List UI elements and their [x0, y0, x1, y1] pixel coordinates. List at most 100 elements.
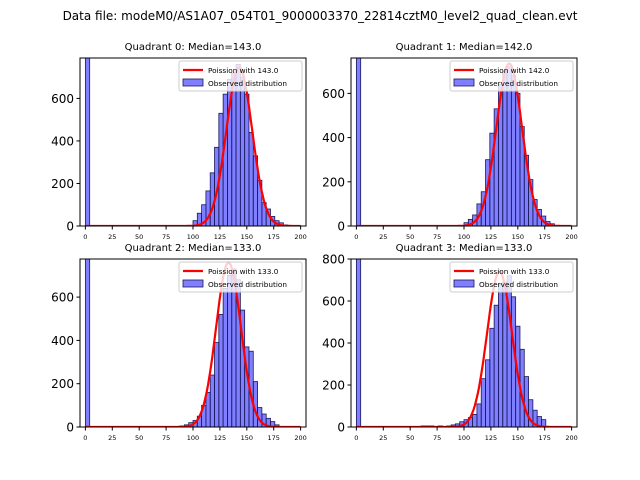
x-tick-label: 150 — [512, 233, 524, 241]
y-tick-label: 800 — [322, 253, 345, 267]
y-tick-label: 400 — [322, 131, 345, 145]
legend-patch-icon — [182, 279, 204, 288]
histogram-bar — [248, 132, 254, 226]
y-tick-label: 600 — [322, 295, 345, 309]
y-tick-label: 200 — [322, 379, 345, 393]
subplot-title: Quadrant 0: Median=143.0 — [125, 42, 262, 53]
x-tick-label: 200 — [565, 434, 577, 442]
y-tick-label: 400 — [322, 337, 345, 351]
x-tick-label: 50 — [135, 233, 143, 241]
x-tick-label: 150 — [241, 434, 253, 442]
subplot-title: Quadrant 3: Median=133.0 — [396, 243, 533, 254]
histogram-bar — [523, 376, 529, 427]
x-tick-label: 75 — [162, 233, 170, 241]
x-tick-label: 50 — [406, 434, 414, 442]
x-tick-label: 175 — [268, 434, 280, 442]
histogram-bar — [218, 314, 224, 427]
histogram-bar — [472, 413, 478, 427]
legend: Poission with 133.0 Observed distribution — [178, 261, 303, 293]
legend-label: Poission with 143.0 — [208, 66, 279, 75]
y-tick-label: 0 — [66, 220, 74, 234]
x-tick-label: 50 — [406, 233, 414, 241]
poisson-curve — [85, 261, 301, 427]
histogram-bar — [222, 93, 228, 226]
histogram-bar — [84, 259, 91, 427]
histogram-bar — [227, 275, 233, 427]
histogram-bar — [502, 281, 508, 427]
x-tick-label: 125 — [214, 434, 226, 442]
x-tick-label: 175 — [539, 233, 551, 241]
x-tick-label: 75 — [433, 434, 441, 442]
x-tick-label: 75 — [433, 233, 441, 241]
histogram-bar — [214, 342, 220, 427]
x-tick-label: 25 — [379, 434, 387, 442]
histogram-bar — [355, 259, 362, 427]
legend-patch-icon — [453, 78, 475, 87]
legend-label: Observed distribution — [479, 280, 558, 289]
y-tick-label: 0 — [337, 220, 345, 234]
legend-label: Poission with 142.0 — [479, 66, 550, 75]
y-tick-label: 200 — [51, 177, 74, 191]
histogram-bar — [502, 70, 508, 226]
y-tick-label: 600 — [51, 92, 74, 106]
x-tick-label: 100 — [458, 233, 470, 241]
subplot-title: Quadrant 1: Median=142.0 — [396, 42, 533, 53]
subplot-title: Quadrant 2: Median=133.0 — [125, 243, 262, 254]
x-tick-label: 0 — [83, 434, 87, 442]
histogram-bar — [231, 72, 237, 226]
x-tick-label: 150 — [512, 434, 524, 442]
x-tick-label: 200 — [565, 233, 577, 241]
y-tick-label: 200 — [322, 175, 345, 189]
subplot-quadrant-3: Quadrant 3: Median=133.0 0 25 50 75 100 125 150… — [322, 243, 578, 442]
histogram-bar — [489, 327, 495, 427]
legend-label: Poission with 133.0 — [479, 267, 550, 276]
x-tick-label: 175 — [539, 434, 551, 442]
x-tick-label: 125 — [485, 434, 497, 442]
subplot-quadrant-0: Quadrant 0: Median=143.0 0 25 50 75 100 125 150… — [51, 42, 307, 241]
histogram-bar — [498, 283, 504, 427]
legend: Poission with 133.0 Observed distribution — [449, 261, 574, 293]
x-tick-label: 0 — [354, 434, 358, 442]
poisson-curve — [356, 270, 572, 427]
legend-label: Poission with 133.0 — [208, 267, 279, 276]
subplot-quadrant-2: Quadrant 2: Median=133.0 0 25 50 75 100 125 150… — [51, 243, 307, 442]
x-tick-label: 125 — [485, 233, 497, 241]
histogram-bar — [485, 359, 491, 427]
x-tick-label: 100 — [458, 434, 470, 442]
x-tick-label: 25 — [108, 434, 116, 442]
legend: Poission with 143.0 Observed distribution — [178, 60, 303, 92]
legend-label: Observed distribution — [208, 280, 287, 289]
histogram-bar — [493, 304, 499, 427]
y-tick-label: 400 — [51, 134, 74, 148]
histogram-bar — [209, 374, 215, 427]
x-tick-label: 100 — [187, 434, 199, 442]
y-tick-label: 600 — [51, 291, 74, 305]
histogram-bar — [480, 378, 486, 427]
y-tick-label: 0 — [337, 421, 345, 435]
legend: Poission with 142.0 Observed distribution — [449, 60, 574, 92]
legend-patch-icon — [182, 78, 204, 87]
subplot-quadrant-1: Quadrant 1: Median=142.0 0 25 50 75 100 125 150… — [322, 42, 578, 241]
legend-label: Observed distribution — [208, 79, 287, 88]
histogram-bar — [244, 93, 250, 226]
legend-label: Observed distribution — [479, 79, 558, 88]
histogram-bar — [84, 58, 91, 226]
x-tick-label: 175 — [268, 233, 280, 241]
x-tick-label: 200 — [294, 434, 306, 442]
y-tick-label: 400 — [51, 334, 74, 348]
y-tick-label: 200 — [51, 377, 74, 391]
x-tick-label: 100 — [187, 233, 199, 241]
x-tick-label: 0 — [83, 233, 87, 241]
histogram-bar — [222, 288, 228, 427]
x-tick-label: 150 — [241, 233, 253, 241]
y-tick-label: 600 — [322, 87, 345, 101]
x-tick-label: 25 — [379, 233, 387, 241]
histogram-bar — [355, 58, 362, 226]
histogram-bar — [510, 75, 517, 226]
x-tick-label: 75 — [162, 434, 170, 442]
histogram-bar — [239, 76, 246, 226]
x-tick-label: 125 — [214, 233, 226, 241]
y-tick-label: 0 — [66, 421, 74, 435]
histogram-bar — [476, 403, 482, 427]
